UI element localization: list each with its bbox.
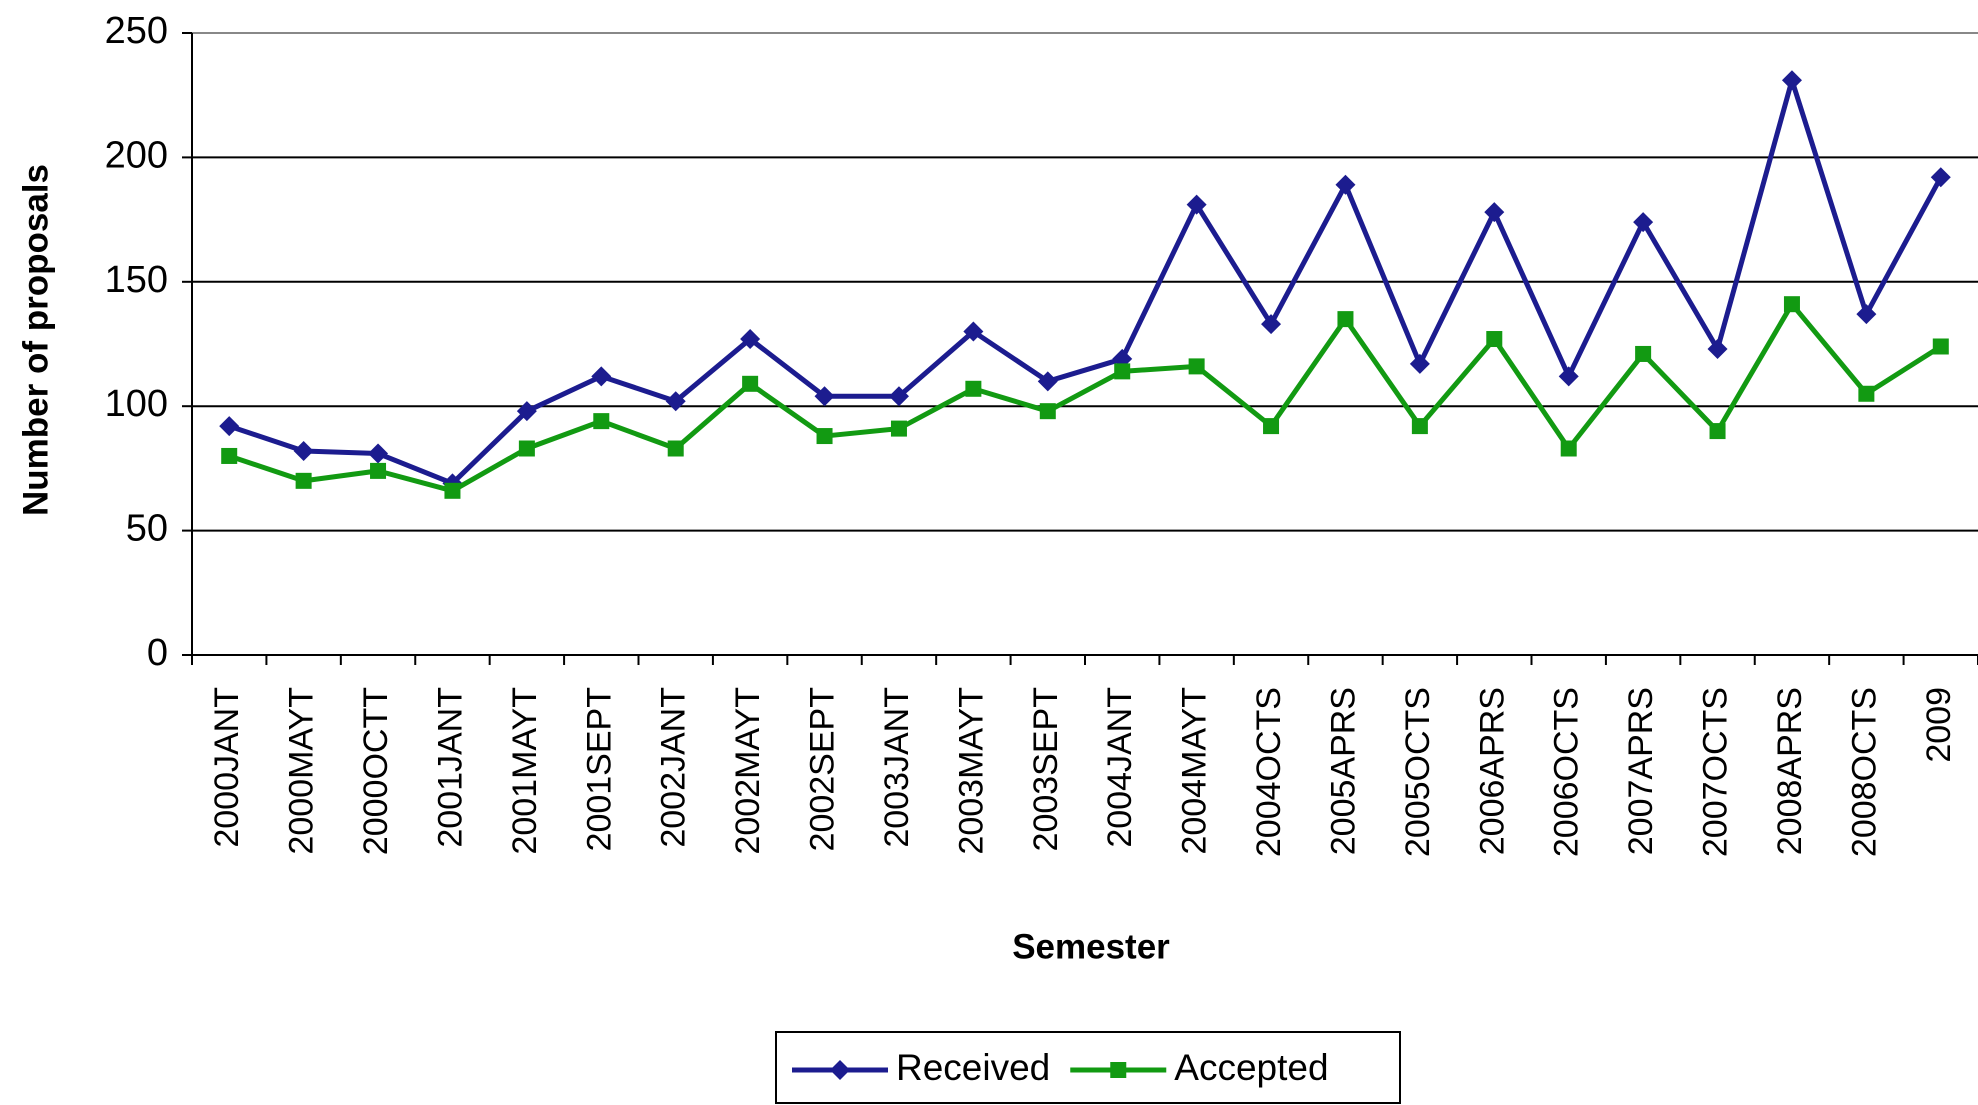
data-point [1037, 371, 1058, 392]
x-tick-label: 2001JANT [431, 687, 469, 848]
data-point [1930, 167, 1951, 188]
y-tick-label: 250 [105, 10, 168, 52]
data-point [740, 329, 761, 350]
x-tick-label: 2001SEPT [580, 687, 618, 851]
y-tick-label: 200 [105, 134, 168, 176]
y-tick-label: 0 [147, 632, 168, 674]
data-point [965, 380, 982, 397]
data-point [963, 321, 984, 342]
data-point [1707, 338, 1728, 359]
data-point [444, 482, 461, 499]
data-point [1560, 440, 1577, 457]
data-point [1484, 202, 1505, 223]
x-tick-label: 2005APRS [1324, 687, 1362, 855]
data-point [221, 447, 238, 464]
x-tick-label: 2000JANT [208, 687, 246, 848]
data-point [742, 375, 759, 392]
y-axis-title: Number of proposals [16, 164, 55, 516]
data-point [1486, 331, 1503, 348]
x-tick-label: 2001MAYT [506, 687, 544, 855]
data-point [1783, 296, 1800, 313]
data-point [295, 472, 312, 489]
data-point [593, 413, 610, 430]
data-point [1409, 353, 1430, 374]
series-line [228, 301, 1943, 494]
x-tick-label: 2006APRS [1473, 687, 1511, 855]
x-tick-label: 2007OCTS [1697, 687, 1735, 857]
data-point [518, 440, 535, 457]
data-point [368, 443, 389, 464]
data-point [814, 386, 835, 407]
x-tick-label: 2003JANT [878, 687, 916, 848]
y-tick-label: 100 [105, 383, 168, 425]
legend-marker [1110, 1062, 1127, 1078]
data-point [591, 366, 612, 387]
x-tick-label: 2000OCTT [357, 687, 395, 855]
data-point [516, 401, 537, 422]
x-tick-label: 2004OCTS [1250, 687, 1288, 857]
series-line [228, 77, 1943, 486]
data-point [1411, 418, 1428, 435]
x-tick-label: 2004JANT [1101, 687, 1139, 848]
data-point [1932, 338, 1949, 355]
x-tick-label: 2003SEPT [1027, 687, 1065, 851]
data-point [1858, 385, 1875, 402]
y-tick-label: 50 [126, 508, 168, 550]
data-point [665, 391, 686, 412]
data-point [1039, 403, 1056, 420]
x-tick-label: 2004MAYT [1176, 687, 1214, 855]
x-tick-label: 2002JANT [655, 687, 693, 848]
x-tick-label: 2000MAYT [283, 687, 321, 855]
x-tick-label: 2005OCTS [1399, 687, 1437, 857]
legend-label: Accepted [1174, 1047, 1328, 1088]
data-point [1709, 423, 1726, 440]
data-point [1186, 194, 1207, 215]
data-point [219, 416, 240, 437]
x-tick-label: 2008APRS [1771, 687, 1809, 855]
data-point [1188, 358, 1205, 375]
x-tick-label: 2002MAYT [729, 687, 767, 855]
data-point [816, 428, 833, 445]
data-point [1263, 418, 1280, 435]
data-point [890, 420, 907, 437]
data-point [1558, 366, 1579, 387]
data-point [1337, 311, 1354, 328]
data-point [1335, 174, 1356, 195]
data-point [667, 440, 684, 457]
x-axis-title: Semester [1012, 927, 1170, 966]
data-point [888, 386, 909, 407]
data-point [1781, 70, 1802, 91]
data-point [1856, 304, 1877, 325]
data-point [1633, 212, 1654, 233]
x-tick-label: 2002SEPT [804, 687, 842, 851]
x-tick-label: 2006OCTS [1548, 687, 1586, 857]
x-tick-label: 2007APRS [1622, 687, 1660, 855]
x-tick-label: 2003MAYT [952, 687, 990, 855]
x-tick-label: 2008OCTS [1845, 687, 1883, 857]
legend-label: Received [896, 1047, 1050, 1088]
x-tick-label: 2009 [1920, 687, 1958, 763]
data-point [293, 440, 314, 461]
y-tick-label: 150 [105, 259, 168, 301]
data-point [370, 462, 387, 479]
legend-marker [830, 1060, 850, 1080]
data-point [1635, 345, 1652, 362]
data-point [1114, 363, 1131, 380]
data-point [1261, 314, 1282, 335]
